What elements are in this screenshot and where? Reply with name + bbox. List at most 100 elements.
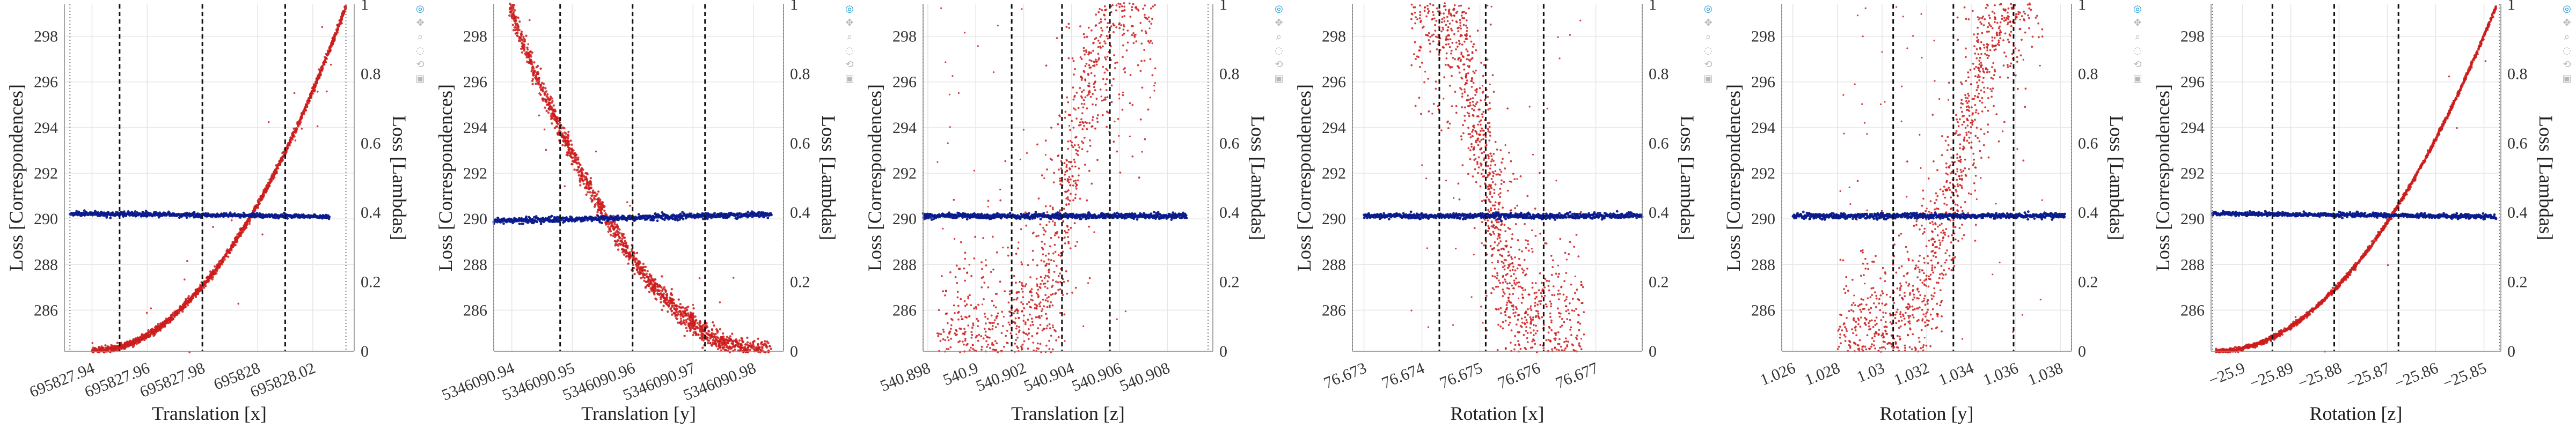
plotly-logo-icon[interactable]: ◎ [845,3,854,14]
data-point-correspondences [625,248,627,252]
data-point-correspondences [950,337,952,340]
data-point-correspondences [1063,313,1066,316]
data-point-lambdas [693,217,696,219]
data-point-correspondences [719,328,721,331]
data-point-correspondences [1122,94,1124,97]
data-point-correspondences [666,301,669,304]
data-point-correspondences [607,230,610,233]
pan-icon[interactable]: ✥ [845,17,854,28]
data-point-correspondences [643,279,646,282]
data-point-correspondences [1110,84,1113,87]
data-point-correspondences [330,43,333,46]
data-point-correspondences [1037,327,1040,329]
data-point-correspondences [753,339,756,343]
pan-icon[interactable]: ✥ [416,17,425,28]
data-point-correspondences [1022,285,1024,287]
data-point-correspondences [598,202,601,205]
data-point-correspondences [569,154,572,157]
data-point-correspondences [626,201,628,203]
data-point-correspondences [317,91,319,93]
data-point-correspondences [1051,293,1054,295]
data-point-correspondences [1015,339,1018,341]
data-point-correspondences [562,126,565,129]
data-point-correspondences [981,268,983,270]
data-point-correspondences [701,336,704,339]
chart-svg-2[interactable]: 28628829029229429629800.20.40.60.8153460… [429,0,859,429]
data-point-correspondences [1074,193,1077,196]
data-point-correspondences [1027,347,1029,350]
chart-svg-1[interactable]: 28628829029229429629800.20.40.60.8169582… [0,0,429,429]
reset-icon[interactable]: ⟲ [416,59,425,70]
data-point-correspondences [1057,281,1059,284]
data-point-correspondences [526,46,529,49]
series-correspondences [91,5,347,354]
data-point-correspondences [741,341,744,343]
data-point-correspondences [535,75,538,78]
data-point-correspondences [1074,245,1077,247]
data-point-correspondences [992,344,995,346]
data-point-correspondences [697,334,700,336]
data-point-correspondences [1044,294,1047,297]
data-point-correspondences [206,277,209,280]
data-point-correspondences [623,236,626,239]
lasso-icon[interactable]: ◌ [845,45,854,56]
data-point-correspondences [1080,79,1083,81]
data-point-lambdas [671,217,675,220]
data-point-correspondences [1072,146,1074,149]
reset-icon[interactable]: ⟲ [845,59,854,70]
data-point-correspondences [1138,176,1140,179]
data-point-correspondences [770,347,772,350]
camera-icon[interactable]: ▣ [845,73,854,84]
data-point-correspondences [217,266,220,269]
data-point-correspondences [1067,236,1069,238]
data-point-correspondences [562,137,565,140]
data-point-correspondences [544,106,546,109]
plotly-logo-icon[interactable]: ◎ [416,3,425,14]
data-point-correspondences [228,252,231,255]
plot-area [494,4,784,351]
data-point-correspondences [1045,224,1048,226]
data-point-correspondences [1092,42,1094,45]
data-point-correspondences [523,49,525,52]
data-point-correspondences [1016,345,1018,348]
data-point-correspondences [327,52,330,55]
data-point-correspondences [320,66,323,70]
data-point-correspondences [535,79,538,83]
data-point-correspondences [1088,122,1091,124]
zoom-icon[interactable]: ⌕ [846,31,853,42]
lasso-icon[interactable]: ◌ [416,45,425,56]
data-point-correspondences [258,202,261,205]
data-point-correspondences [242,228,245,231]
data-point-correspondences [1015,282,1017,284]
data-point-correspondences [718,340,720,343]
data-point-correspondences [692,316,695,319]
data-point-correspondences [739,345,742,347]
data-point-correspondences [1060,167,1063,169]
data-point-lambdas [122,210,126,213]
data-point-correspondences [576,168,579,171]
data-point-correspondences [700,335,703,337]
data-point-correspondences [514,16,516,19]
data-point-correspondences [985,340,987,343]
camera-icon[interactable]: ▣ [415,73,425,84]
data-point-correspondences [635,265,638,268]
data-point-correspondences [1118,93,1121,96]
data-point-correspondences [1038,303,1041,305]
data-point-correspondences [668,302,671,305]
chart-svg-3[interactable]: 28628829029229429629800.20.40.60.81540.8… [859,0,1288,429]
data-point-correspondences [579,180,582,183]
data-point-correspondences [557,117,559,120]
data-point-correspondences [267,121,270,123]
zoom-icon[interactable]: ⌕ [417,31,423,42]
data-point-correspondences [1007,254,1009,257]
data-point-correspondences [670,299,673,302]
data-point-correspondences [1090,51,1092,54]
data-point-correspondences [726,346,728,349]
data-point-correspondences [582,174,585,177]
data-point-lambdas [751,216,754,218]
data-point-lambdas [535,215,538,218]
data-point-lambdas [603,218,606,221]
data-point-correspondences [1007,301,1010,304]
data-point-lambdas [652,219,655,221]
data-point-correspondences [517,16,519,19]
